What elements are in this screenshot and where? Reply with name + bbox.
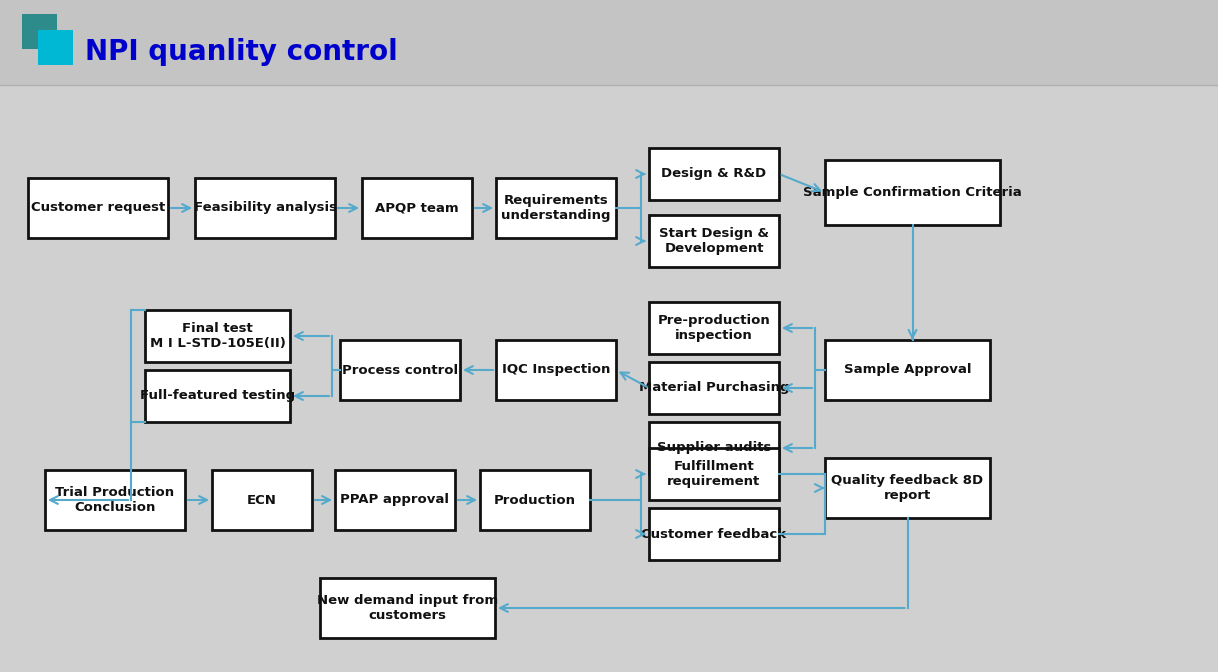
Bar [480,470,590,530]
Bar [0,0,1218,85]
Text: Pre-production
inspection: Pre-production inspection [658,314,770,342]
Text: IQC Inspection: IQC Inspection [502,364,610,376]
Text: Requirements
understanding: Requirements understanding [502,194,610,222]
Bar [212,470,312,530]
Bar [496,340,616,400]
Text: APQP team: APQP team [375,202,459,214]
Bar [825,340,990,400]
Bar [649,302,780,354]
Text: Feasibility analysis: Feasibility analysis [194,202,336,214]
Text: Sample Confirmation Criteria: Sample Confirmation Criteria [803,186,1022,199]
Bar [649,362,780,414]
Bar [649,422,780,474]
Bar [45,470,185,530]
Bar [28,178,168,238]
Text: Trial Production
Conclusion: Trial Production Conclusion [56,486,174,514]
Bar [496,178,616,238]
Text: Design & R&D: Design & R&D [661,167,766,181]
Bar [145,310,290,362]
Text: Supplier audits: Supplier audits [657,442,771,454]
Bar [649,215,780,267]
Text: Fulfillment
requirement: Fulfillment requirement [667,460,760,488]
Text: Sample Approval: Sample Approval [844,364,971,376]
Text: Final test
M I L-STD-105E(II): Final test M I L-STD-105E(II) [150,322,285,350]
Text: Production: Production [495,493,576,507]
Text: NPI quanlity control: NPI quanlity control [85,38,398,66]
Bar [362,178,473,238]
Bar [38,30,73,65]
Text: Material Purchasing: Material Purchasing [638,382,789,394]
Bar [145,370,290,422]
Bar [649,148,780,200]
Bar [335,470,456,530]
Bar [649,448,780,500]
Bar [825,160,1000,225]
Text: Process control: Process control [342,364,458,376]
Text: Start Design &
Development: Start Design & Development [659,227,769,255]
Text: Full-featured testing: Full-featured testing [140,390,295,403]
Bar [22,14,57,49]
Text: ECN: ECN [247,493,276,507]
Text: PPAP approval: PPAP approval [341,493,449,507]
Text: New demand input from
customers: New demand input from customers [317,594,498,622]
Bar [649,508,780,560]
Text: Customer feedback: Customer feedback [642,528,787,540]
Text: Customer request: Customer request [30,202,166,214]
Bar [195,178,335,238]
Text: Quality feedback 8D
report: Quality feedback 8D report [832,474,984,502]
Bar [825,458,990,518]
Bar [340,340,460,400]
Bar [320,578,495,638]
